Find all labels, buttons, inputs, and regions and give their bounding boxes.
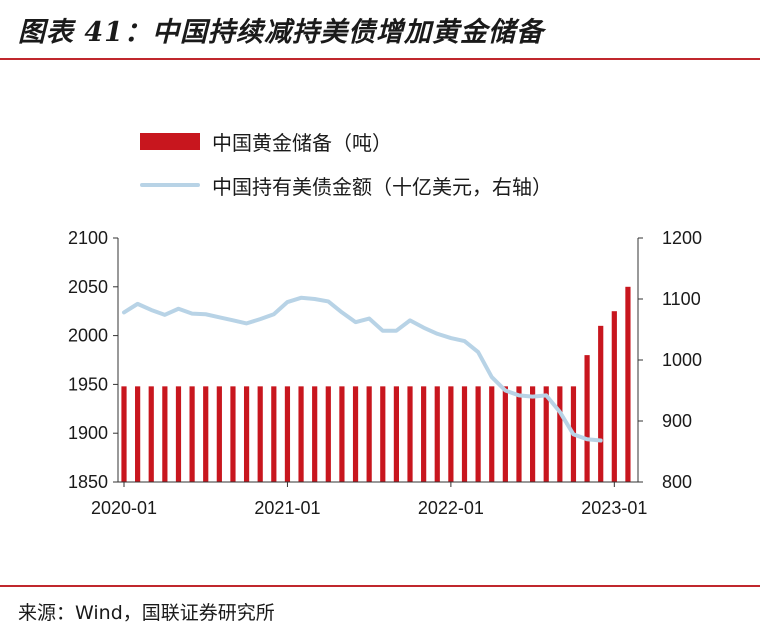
- gold-reserve-bar: [421, 386, 427, 482]
- x-tick-label: 2023-01: [581, 498, 647, 518]
- gold-reserve-bar: [203, 386, 209, 482]
- gold-reserve-bar: [257, 386, 263, 482]
- left-tick-label: 2050: [68, 277, 108, 297]
- gold-reserve-bar: [625, 286, 631, 482]
- gold-reserve-bar: [448, 386, 454, 482]
- gold-reserve-bar: [598, 325, 604, 482]
- gold-reserve-bar: [216, 386, 222, 482]
- gold-reserve-bar: [380, 386, 386, 482]
- x-tick-label: 2022-01: [418, 498, 484, 518]
- legend-item-gold: 中国黄金储备（吨）: [140, 128, 552, 155]
- gold-reserve-bar: [393, 386, 399, 482]
- gold-reserve-bar: [325, 386, 331, 482]
- gold-reserve-bar: [475, 386, 481, 482]
- gold-reserve-bar: [461, 386, 468, 482]
- gold-reserve-bar: [366, 386, 372, 482]
- gold-reserve-bar: [271, 386, 277, 482]
- gold-reserve-bar: [339, 386, 345, 482]
- gold-reserve-bar: [121, 386, 127, 482]
- x-tick-label: 2020-01: [91, 498, 157, 518]
- legend: 中国黄金储备（吨） 中国持有美债金额（十亿美元，右轴）: [140, 128, 552, 216]
- left-tick-label: 1950: [68, 374, 108, 394]
- left-tick-label: 1850: [68, 472, 108, 492]
- gold-reserve-bar: [148, 386, 154, 482]
- gold-reserve-bar: [352, 386, 359, 482]
- gold-reserve-bar: [557, 386, 563, 482]
- right-tick-label: 1200: [662, 228, 702, 248]
- gold-reserve-bar: [516, 386, 522, 482]
- treasury-holdings-line: [122, 295, 603, 443]
- right-tick-label: 900: [662, 411, 692, 431]
- gold-reserve-bar: [489, 386, 495, 482]
- source-note: 来源：Wind，国联证券研究所: [18, 602, 275, 624]
- legend-label-gold: 中国黄金储备（吨）: [212, 130, 392, 155]
- gold-reserve-bar: [189, 386, 195, 482]
- left-tick-label: 2100: [68, 228, 108, 248]
- gold-reserve-bar: [298, 386, 304, 482]
- gold-reserve-bar: [434, 386, 440, 482]
- source-rule: [0, 585, 760, 587]
- figure-title: 图表 41：中国持续减持美债增加黄金储备: [18, 17, 544, 48]
- gold-reserve-bar: [162, 386, 168, 482]
- gold-reserve-bar: [530, 386, 536, 482]
- gold-reserve-bar: [407, 386, 413, 482]
- gold-reserve-bar: [243, 386, 250, 482]
- gold-reserve-bar: [502, 386, 508, 482]
- left-tick-label: 1900: [68, 423, 108, 443]
- legend-swatch-bar: [140, 132, 200, 150]
- gold-reserve-bar: [284, 386, 291, 482]
- gold-reserve-bar: [312, 386, 318, 482]
- gold-reserve-bar: [584, 355, 590, 482]
- x-tick-label: 2021-01: [254, 498, 320, 518]
- gold-reserve-bar: [135, 386, 141, 482]
- title-rule: [0, 58, 760, 60]
- right-tick-label: 1100: [662, 289, 701, 309]
- gold-reserve-bar: [543, 386, 549, 482]
- right-tick-label: 1000: [662, 350, 702, 370]
- gold-reserve-bar: [175, 386, 182, 482]
- gold-reserve-bar: [611, 311, 617, 482]
- left-tick-label: 2000: [68, 326, 108, 346]
- right-tick-label: 800: [662, 472, 692, 492]
- legend-swatch-line: [140, 183, 200, 187]
- legend-item-treasury: 中国持有美债金额（十亿美元，右轴）: [140, 172, 552, 199]
- legend-label-treasury: 中国持有美债金额（十亿美元，右轴）: [212, 174, 552, 199]
- gold-reserve-bar: [230, 386, 236, 482]
